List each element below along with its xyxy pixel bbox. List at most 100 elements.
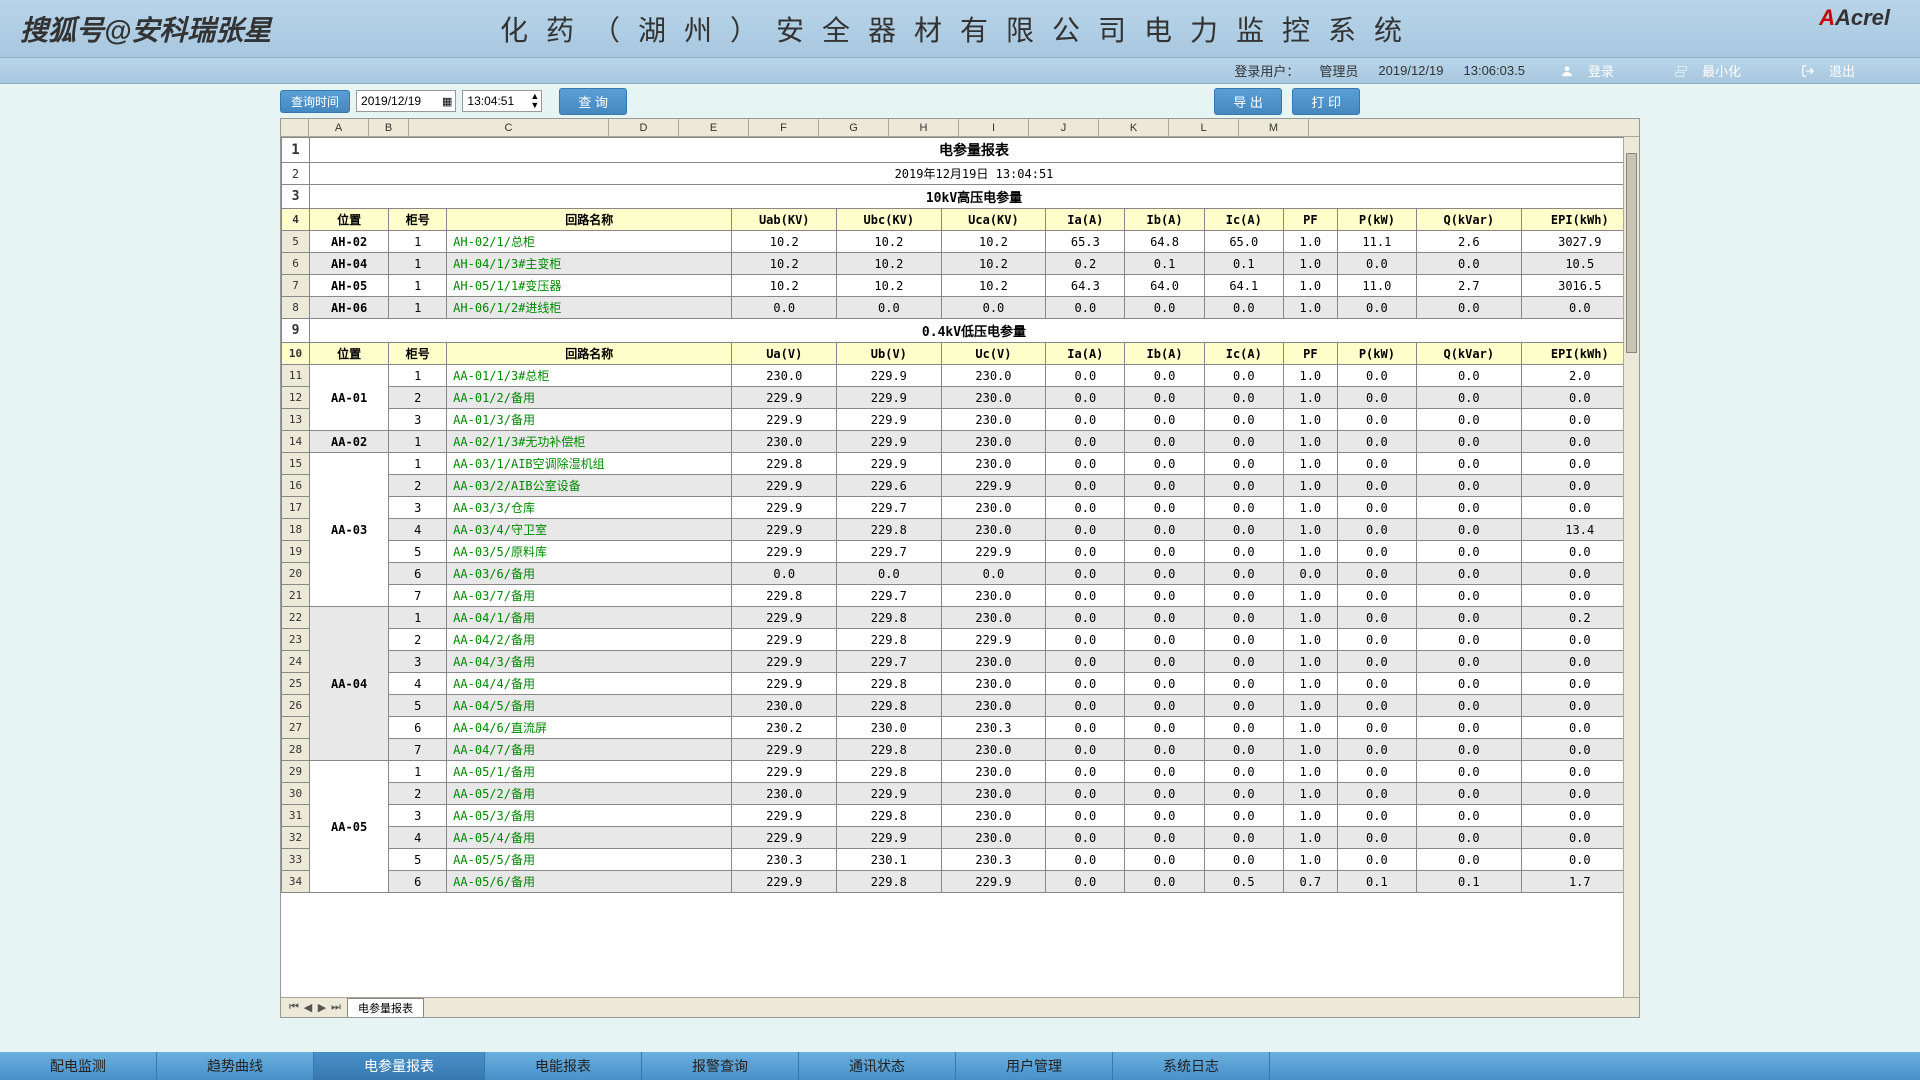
cell-value: 1.0 bbox=[1283, 519, 1337, 541]
cell-cabinet: 2 bbox=[389, 387, 447, 409]
cell-cabinet: 6 bbox=[389, 871, 447, 893]
sheet-nav-next[interactable]: ▶ bbox=[315, 1001, 329, 1014]
row-number: 11 bbox=[282, 365, 310, 387]
cell-value: 0.0 bbox=[1416, 497, 1521, 519]
exit-button[interactable]: 退出 bbox=[1801, 61, 1865, 80]
cell-value: 1.0 bbox=[1283, 275, 1337, 297]
column-header: 位置 bbox=[310, 343, 389, 365]
cell-value: 229.9 bbox=[732, 827, 837, 849]
cell-value: 0.0 bbox=[1046, 409, 1125, 431]
row-number: 13 bbox=[282, 409, 310, 431]
cell-value: 0.0 bbox=[1521, 805, 1638, 827]
row-number: 20 bbox=[282, 563, 310, 585]
cell-value: 0.0 bbox=[1416, 783, 1521, 805]
sheet-tab[interactable]: 电参量报表 bbox=[347, 998, 424, 1017]
cell-value: 0.0 bbox=[1416, 673, 1521, 695]
cell-value: 0.0 bbox=[1521, 783, 1638, 805]
cell-value: 229.8 bbox=[837, 607, 942, 629]
nav-item[interactable]: 报警查询 bbox=[642, 1052, 799, 1080]
sheet-nav-last[interactable]: ⏭ bbox=[329, 1001, 343, 1014]
query-button[interactable]: 查 询 bbox=[559, 88, 627, 115]
cell-value: 65.3 bbox=[1046, 231, 1125, 253]
time-spinner-icon[interactable]: ▲▼ bbox=[530, 92, 539, 110]
cell-value: 230.0 bbox=[941, 673, 1046, 695]
cell-circuit: AA-05/2/备用 bbox=[447, 783, 732, 805]
cell-value: 0.0 bbox=[1416, 297, 1521, 319]
spreadsheet: ABCDEFGHIJKLM 1电参量报表22019年12月19日 13:04:5… bbox=[280, 118, 1640, 1018]
cell-value: 10.2 bbox=[837, 231, 942, 253]
cell-value: 0.0 bbox=[1337, 387, 1416, 409]
cell-cabinet: 5 bbox=[389, 541, 447, 563]
nav-item[interactable]: 通讯状态 bbox=[799, 1052, 956, 1080]
cell-value: 0.0 bbox=[732, 563, 837, 585]
cell-value: 0.0 bbox=[941, 297, 1046, 319]
export-button[interactable]: 导 出 bbox=[1214, 88, 1282, 115]
cell-value: 229.9 bbox=[732, 387, 837, 409]
cell-circuit: AA-01/3/备用 bbox=[447, 409, 732, 431]
minimize-button[interactable]: 最小化 bbox=[1674, 61, 1751, 80]
cell-value: 0.0 bbox=[1416, 585, 1521, 607]
cell-value: 0.0 bbox=[1521, 387, 1638, 409]
user-icon bbox=[1560, 64, 1574, 78]
cell-value: 10.2 bbox=[732, 231, 837, 253]
cell-value: 1.0 bbox=[1283, 629, 1337, 651]
cell-value: 229.8 bbox=[837, 871, 942, 893]
cell-value: 0.0 bbox=[1416, 849, 1521, 871]
col-letter: M bbox=[1239, 119, 1309, 136]
cell-value: 0.0 bbox=[1204, 453, 1283, 475]
cell-value: 0.0 bbox=[1416, 695, 1521, 717]
calendar-icon[interactable]: ▦ bbox=[442, 95, 452, 108]
cell-value: 229.8 bbox=[837, 629, 942, 651]
cell-value: 0.0 bbox=[1125, 783, 1204, 805]
row-number: 28 bbox=[282, 739, 310, 761]
nav-item[interactable]: 电参量报表 bbox=[314, 1052, 485, 1080]
date-input[interactable] bbox=[356, 90, 456, 112]
row-number: 15 bbox=[282, 453, 310, 475]
row-number: 26 bbox=[282, 695, 310, 717]
col-letter bbox=[281, 119, 309, 136]
cell-value: 0.0 bbox=[1416, 805, 1521, 827]
cell-cabinet: 6 bbox=[389, 717, 447, 739]
sheet-nav-first[interactable]: ⏮ bbox=[287, 1001, 301, 1014]
cell-value: 230.0 bbox=[941, 761, 1046, 783]
cell-value: 10.2 bbox=[732, 275, 837, 297]
nav-item[interactable]: 电能报表 bbox=[485, 1052, 642, 1080]
login-button[interactable]: 登录 bbox=[1560, 61, 1624, 80]
column-header: Uca(KV) bbox=[941, 209, 1046, 231]
cell-value: 229.9 bbox=[732, 607, 837, 629]
sheet-body[interactable]: 1电参量报表22019年12月19日 13:04:51310kV高压电参量4位置… bbox=[281, 137, 1639, 997]
cell-value: 0.0 bbox=[1204, 783, 1283, 805]
sheet-nav-prev[interactable]: ◀ bbox=[301, 1001, 315, 1014]
cell-value: 0.0 bbox=[1521, 629, 1638, 651]
section-title: 0.4kV低压电参量 bbox=[310, 319, 1639, 343]
cell-value: 1.0 bbox=[1283, 231, 1337, 253]
cell-value: 0.0 bbox=[941, 563, 1046, 585]
scrollbar-thumb[interactable] bbox=[1626, 153, 1637, 353]
cell-value: 0.0 bbox=[1125, 475, 1204, 497]
nav-item[interactable]: 趋势曲线 bbox=[157, 1052, 314, 1080]
cell-value: 229.8 bbox=[837, 739, 942, 761]
cell-value: 0.0 bbox=[1416, 651, 1521, 673]
cell-value: 229.9 bbox=[837, 453, 942, 475]
row-number: 3 bbox=[282, 185, 310, 209]
cell-value: 64.0 bbox=[1125, 275, 1204, 297]
cell-cabinet: 2 bbox=[389, 475, 447, 497]
cell-value: 0.0 bbox=[1416, 409, 1521, 431]
cell-value: 229.9 bbox=[941, 871, 1046, 893]
nav-item[interactable]: 用户管理 bbox=[956, 1052, 1113, 1080]
nav-item[interactable]: 系统日志 bbox=[1113, 1052, 1270, 1080]
print-button[interactable]: 打 印 bbox=[1292, 88, 1360, 115]
row-number: 2 bbox=[282, 163, 310, 185]
cell-value: 1.0 bbox=[1283, 387, 1337, 409]
vertical-scrollbar[interactable] bbox=[1623, 137, 1639, 997]
cell-value: 230.0 bbox=[941, 783, 1046, 805]
cell-value: 0.0 bbox=[1337, 453, 1416, 475]
cell-cabinet: 2 bbox=[389, 629, 447, 651]
system-title: 化药（湖州）安全器材有限公司电力监控系统 bbox=[500, 9, 1420, 49]
report-title: 电参量报表 bbox=[310, 138, 1639, 163]
cell-value: 0.0 bbox=[1125, 695, 1204, 717]
cell-value: 0.0 bbox=[1204, 519, 1283, 541]
nav-item[interactable]: 配电监测 bbox=[0, 1052, 157, 1080]
cell-value: 0.0 bbox=[1125, 563, 1204, 585]
cell-value: 0.0 bbox=[1521, 431, 1638, 453]
